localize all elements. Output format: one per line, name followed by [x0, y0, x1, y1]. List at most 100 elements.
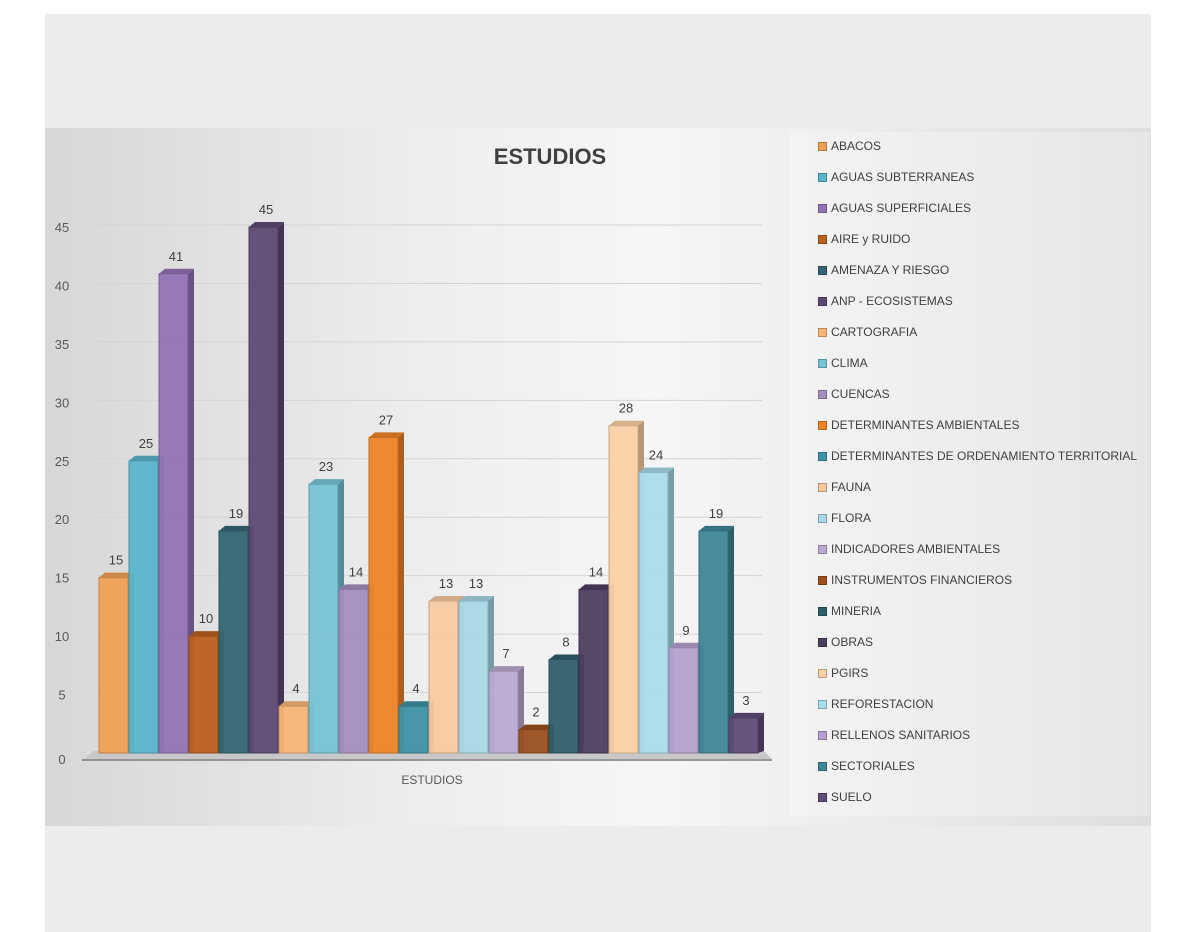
y-tick-label: 30	[55, 395, 69, 410]
legend-label: FLORA	[831, 511, 872, 525]
legend-item: AIRE y RUIDO	[818, 230, 910, 248]
legend-swatch	[818, 668, 827, 678]
bar-front	[728, 717, 759, 754]
legend-swatch	[818, 792, 827, 802]
legend-swatch	[818, 451, 827, 461]
legend: ABACOS AGUAS SUBTERRANEAS AGUAS SUPERFICIA…	[790, 132, 1150, 816]
bar-front	[578, 588, 609, 754]
legend-item: DETERMINANTES DE ORDENAMIENTO TERRITORIA…	[818, 447, 1137, 465]
y-tick-label: 25	[55, 454, 69, 469]
y-tick-label: 40	[55, 278, 69, 293]
data-label: 19	[709, 506, 723, 521]
legend-label: AMENAZA Y RIESGO	[831, 263, 950, 277]
bar-front	[548, 658, 579, 754]
bar-front	[158, 273, 189, 754]
legend-swatch	[818, 296, 827, 306]
bar	[248, 222, 284, 754]
legend-item: CLIMA	[818, 354, 868, 372]
legend-label: ANP - ECOSISTEMAS	[831, 294, 953, 308]
data-label: 25	[139, 436, 153, 451]
legend-swatch	[818, 482, 827, 492]
bar-side	[278, 222, 284, 753]
data-label: 27	[379, 412, 393, 427]
legend-label: AGUAS SUPERFICIALES	[831, 201, 972, 215]
data-label: 8	[562, 634, 569, 649]
legend-swatch	[818, 606, 827, 616]
bar-top	[429, 596, 464, 602]
bar-top	[669, 642, 704, 648]
bar-top	[369, 432, 404, 438]
legend-label: REFORESTACION	[831, 697, 934, 711]
legend-swatch	[818, 141, 827, 151]
bar-side	[398, 432, 404, 753]
legend-label: AIRE y RUIDO	[831, 232, 911, 246]
bar	[728, 712, 764, 754]
data-label: 13	[469, 576, 483, 591]
legend-item: OBRAS	[818, 633, 873, 651]
legend-item: AGUAS SUPERFICIALES	[818, 199, 971, 217]
bottom-margin-band	[45, 826, 1151, 932]
y-tick-label: 0	[58, 752, 65, 767]
legend-item: MINERIA	[818, 602, 881, 620]
bar	[698, 525, 734, 754]
legend-swatch	[818, 327, 827, 337]
bar-top	[549, 654, 584, 660]
bar-front	[668, 647, 699, 754]
bars	[98, 222, 764, 754]
legend-item: FAUNA	[818, 478, 871, 496]
legend-swatch	[818, 203, 827, 213]
data-label: 3	[742, 693, 749, 708]
bar-top	[519, 724, 554, 730]
bar-top	[219, 525, 254, 531]
legend-item: INSTRUMENTOS FINANCIEROS	[818, 571, 1012, 589]
bar-top	[729, 712, 764, 718]
legend-label: CLIMA	[831, 356, 868, 370]
bar-front	[248, 226, 279, 754]
legend-swatch	[818, 513, 827, 523]
bar-front	[368, 436, 399, 754]
bar-front	[308, 483, 339, 754]
legend-item: SUELO	[818, 788, 872, 806]
y-tick-label: 45	[55, 220, 69, 235]
data-label: 19	[229, 506, 243, 521]
bar-front	[218, 530, 249, 754]
bar-top	[99, 572, 134, 578]
data-label: 23	[319, 459, 333, 474]
y-tick-label: 20	[55, 512, 69, 527]
legend-label: INDICADORES AMBIENTALES	[831, 542, 1001, 556]
legend-item: RELLENOS SANITARIOS	[818, 726, 970, 744]
legend-label: DETERMINANTES AMBIENTALES	[831, 418, 1020, 432]
legend-item: REFORESTACION	[818, 695, 933, 713]
bar-top	[699, 525, 734, 531]
bar-top	[309, 479, 344, 485]
legend-item: CUENCAS	[818, 385, 890, 403]
bar-front	[428, 600, 459, 754]
bar-front	[638, 471, 669, 754]
legend-item: ANP - ECOSISTEMAS	[818, 292, 953, 310]
data-label: 13	[439, 576, 453, 591]
legend-label: FAUNA	[831, 480, 872, 494]
legend-label: RELLENOS SANITARIOS	[831, 728, 971, 742]
data-label: 2	[532, 705, 539, 720]
data-label: 45	[259, 202, 273, 217]
legend-label: INSTRUMENTOS FINANCIEROS	[831, 573, 1013, 587]
legend-item: SECTORIALES	[818, 757, 915, 775]
legend-swatch	[818, 420, 827, 430]
bar-top	[399, 701, 434, 707]
legend-label: DETERMINANTES DE ORDENAMIENTO TERRITORIA…	[831, 449, 1138, 463]
bar-side	[728, 525, 734, 753]
bar-side	[758, 712, 764, 753]
bar-top	[189, 631, 224, 637]
bar-top	[159, 268, 194, 274]
bar-front	[458, 600, 489, 754]
bar-front	[98, 577, 129, 754]
legend-label: AGUAS SUBTERRANEAS	[831, 170, 975, 184]
data-label: 7	[502, 646, 509, 661]
bar-front	[608, 425, 639, 754]
legend-item: CARTOGRAFIA	[818, 323, 917, 341]
y-tick-label: 35	[55, 337, 69, 352]
legend-item: AMENAZA Y RIESGO	[818, 261, 949, 279]
legend-swatch	[818, 172, 827, 182]
y-tick-label: 10	[55, 629, 69, 644]
